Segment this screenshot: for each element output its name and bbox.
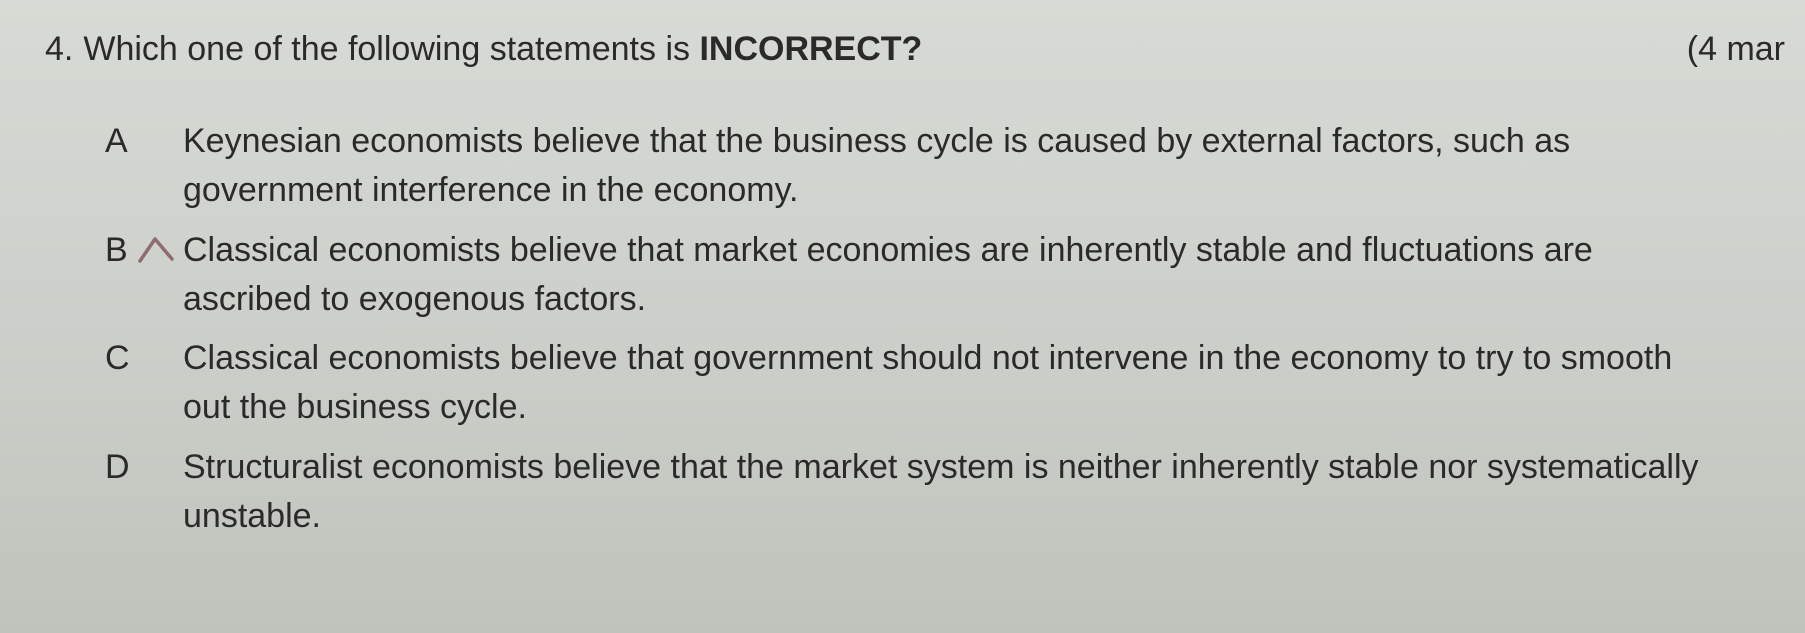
option-a: A Keynesian economists believe that the … — [105, 117, 1725, 216]
question-header: 4. Which one of the following statements… — [45, 30, 1785, 69]
question-text-bold: INCORRECT? — [699, 30, 922, 68]
marks-label: (4 mar — [1647, 30, 1785, 69]
question-text-before: Which one of the following statements is — [83, 30, 699, 68]
question-number: 4. — [45, 30, 73, 69]
options-list: A Keynesian economists believe that the … — [45, 117, 1785, 541]
option-b: B Classical economists believe that mark… — [105, 226, 1725, 325]
option-letter: B — [105, 226, 183, 275]
option-letter: A — [105, 117, 183, 166]
option-text: Keynesian economists believe that the bu… — [183, 117, 1725, 216]
question-text: Which one of the following statements is… — [83, 30, 1646, 69]
option-c: C Classical economists believe that gove… — [105, 334, 1725, 433]
option-text: Classical economists believe that market… — [183, 226, 1725, 325]
option-d: D Structuralist economists believe that … — [105, 443, 1725, 542]
option-text: Structuralist economists believe that th… — [183, 443, 1725, 542]
option-text: Classical economists believe that govern… — [183, 334, 1725, 433]
option-letter: C — [105, 334, 183, 383]
option-letter: D — [105, 443, 183, 492]
